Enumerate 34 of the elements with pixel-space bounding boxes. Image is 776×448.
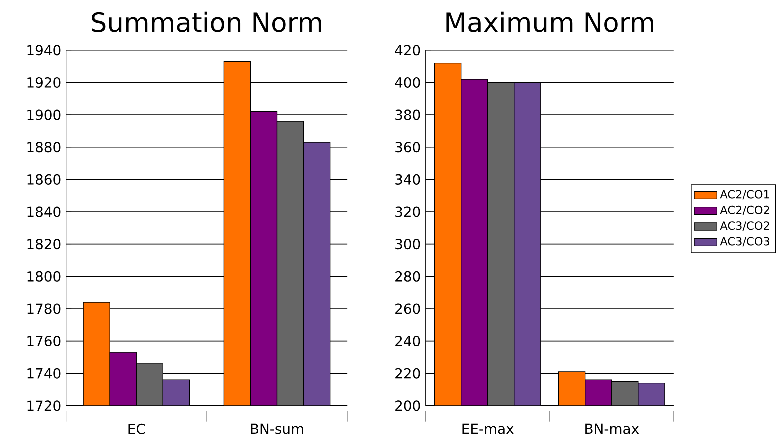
- y-tick-label: 400: [395, 78, 420, 88]
- chart-title: Summation Norm: [92, 12, 322, 33]
- y-tick-label: 260: [396, 304, 420, 314]
- y-tick-label: 280: [396, 272, 420, 282]
- x-tick-label: BN-sum: [251, 424, 304, 434]
- y-tick-label: 220: [396, 368, 420, 380]
- y-tick-label: 340: [396, 174, 420, 186]
- chart-title: Maximum Norm: [446, 12, 654, 33]
- legend-label: AC3/CO2: [720, 222, 770, 232]
- y-tick-label: 1780: [28, 304, 61, 314]
- y-tick-label: 1880: [28, 142, 61, 153]
- y-tick-label: 1940: [28, 45, 61, 56]
- y-tick-label: 240: [396, 336, 420, 347]
- y-tick-label: 1860: [28, 174, 61, 186]
- y-tick-label: 1820: [28, 239, 61, 250]
- y-tick-label: 1900: [28, 110, 61, 120]
- y-tick-label: 300: [396, 239, 420, 250]
- y-tick-label: 1800: [28, 272, 61, 282]
- y-tick-label: 1760: [28, 336, 61, 347]
- y-tick-label: 1740: [28, 368, 61, 380]
- x-tick-label: EE-max: [462, 424, 514, 434]
- x-tick-label: BN-max: [586, 424, 640, 434]
- y-tick-label: 420: [395, 45, 420, 56]
- legend-label: AC2/CO1: [720, 190, 770, 200]
- y-tick-label: 1920: [28, 78, 61, 88]
- y-tick-label: 320: [396, 206, 420, 218]
- legend-label: AC2/CO2: [720, 206, 770, 216]
- y-tick-label: 1720: [28, 400, 61, 412]
- y-tick-label: 380: [396, 110, 420, 120]
- y-tick-label: 1840: [28, 206, 61, 218]
- x-tick-label: EC: [128, 424, 146, 435]
- legend-label: AC3/CO3: [720, 237, 770, 247]
- y-tick-label: 360: [396, 142, 420, 153]
- y-tick-label: 200: [396, 400, 420, 412]
